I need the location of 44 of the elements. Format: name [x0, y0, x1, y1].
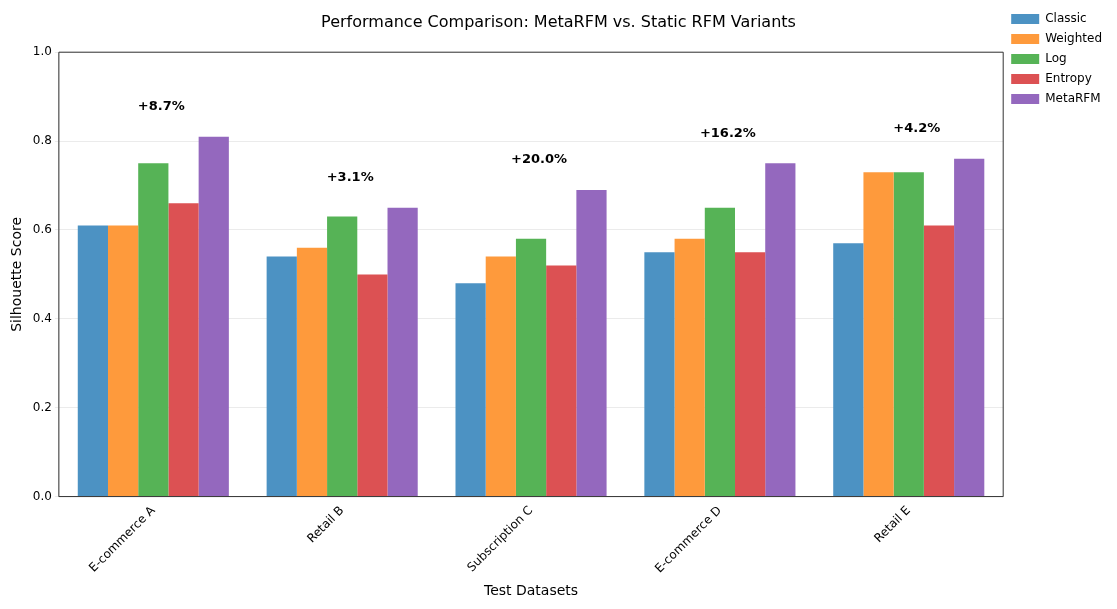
annotation: +16.2% [699, 124, 756, 140]
y-tick-label: 0.4 [32, 310, 52, 325]
y-tick-label: 1.0 [32, 44, 52, 59]
bar [893, 172, 924, 497]
y-tick-label: 0.0 [32, 488, 52, 503]
chart-title: Performance Comparison: MetaRFM vs. Static RFM Variants [321, 11, 796, 31]
bar [863, 172, 894, 497]
bar [515, 238, 547, 497]
bar [77, 225, 108, 497]
legend-label: Log [1045, 51, 1067, 66]
bar [138, 163, 169, 497]
y-tick-label: 0.2 [32, 399, 52, 414]
bar [387, 207, 418, 497]
annotation: +3.1% [326, 169, 374, 185]
bar [833, 243, 864, 497]
y-tick-label: 0.6 [32, 222, 52, 237]
bar [107, 225, 139, 497]
legend-label: MetaRFM [1045, 91, 1101, 106]
legend-label: Classic [1045, 11, 1087, 26]
bar [704, 207, 736, 497]
legend-label: Weighted [1045, 31, 1103, 46]
x-axis-title: Test Datasets [482, 582, 579, 599]
legend-label: Entropy [1045, 71, 1092, 86]
bar [923, 225, 955, 497]
annotation: +8.7% [137, 98, 185, 113]
bar [168, 203, 199, 497]
bar [198, 136, 229, 497]
y-tick-label: 0.8 [32, 133, 52, 148]
bar [735, 252, 766, 497]
bar [644, 252, 675, 497]
annotation: +4.2% [893, 120, 941, 136]
bar [455, 283, 486, 497]
bar [954, 158, 985, 497]
bar [674, 238, 705, 497]
bar [296, 247, 328, 497]
bar [327, 216, 358, 497]
annotation: +20.0% [511, 151, 568, 167]
bar [546, 265, 577, 497]
y-axis-title: Silhouette Score [8, 216, 25, 332]
bar [485, 256, 516, 497]
bar [266, 256, 297, 497]
bar [576, 189, 607, 497]
bar [765, 163, 796, 497]
bar [357, 274, 388, 497]
